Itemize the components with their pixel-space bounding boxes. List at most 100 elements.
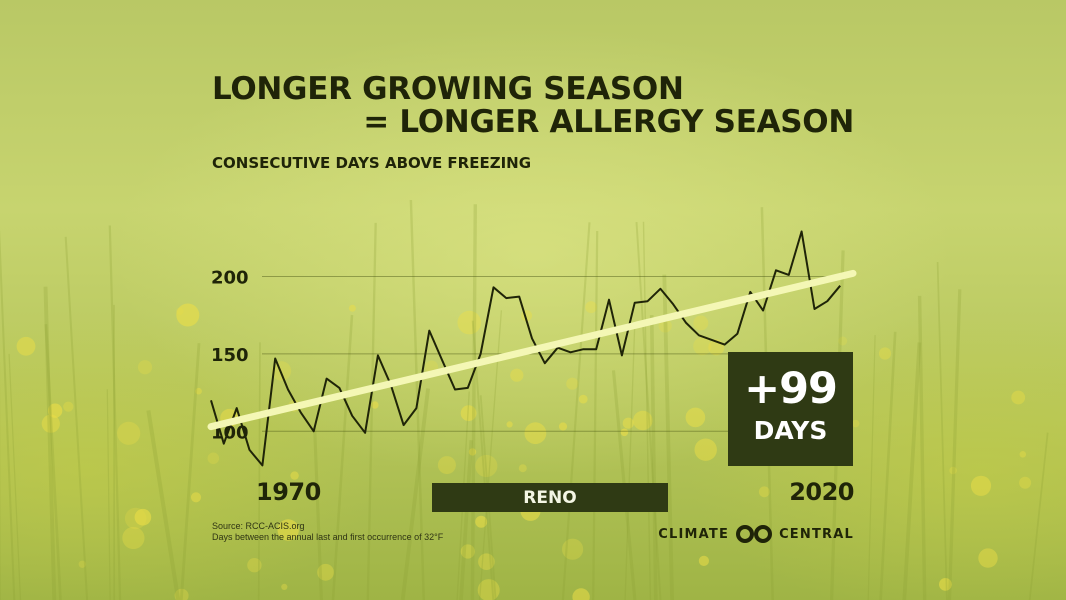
- flower-blob: [572, 588, 590, 600]
- location-label: RENO: [523, 487, 577, 508]
- grass-blade: [635, 222, 662, 600]
- grass-blade: [561, 222, 591, 600]
- flower-blob: [207, 452, 220, 465]
- flower-blob: [562, 538, 584, 560]
- flower-blob: [271, 361, 292, 381]
- grass-blade: [146, 410, 181, 600]
- flower-blob: [47, 403, 63, 418]
- grass-blade: [8, 353, 22, 600]
- change-unit: DAYS: [753, 416, 828, 445]
- series-line: [210, 230, 841, 467]
- grass-blade: [902, 342, 922, 600]
- flower-blob: [506, 421, 513, 428]
- flower-blob: [176, 307, 184, 315]
- grass-blade: [459, 440, 474, 600]
- source-note: Source: RCC-ACIS.org: [212, 521, 305, 531]
- location-bar: RENO: [432, 483, 668, 512]
- flower-blob: [685, 407, 706, 428]
- grass-blade: [624, 322, 636, 600]
- grass-blade: [257, 342, 261, 600]
- flower-blob: [1019, 451, 1027, 458]
- grass-blade: [43, 286, 57, 600]
- grass-blade: [917, 295, 927, 600]
- flower-blob: [633, 410, 653, 431]
- flower-blob: [878, 347, 892, 360]
- grass-blade: [331, 314, 354, 600]
- flower-blob: [122, 526, 145, 550]
- grass-blade: [879, 331, 897, 600]
- flower-blob: [477, 579, 500, 600]
- grass-blade: [947, 289, 962, 600]
- grass-blade: [936, 261, 948, 600]
- flower-blob: [566, 377, 579, 390]
- flower-blob: [317, 563, 334, 581]
- change-box: +99 DAYS: [728, 352, 853, 466]
- flower-blob: [518, 464, 527, 473]
- change-value: +99: [744, 364, 838, 414]
- flower-blob: [41, 414, 60, 433]
- grass-blade: [179, 343, 201, 600]
- trend-line: [207, 269, 857, 431]
- grass-blade: [470, 204, 477, 600]
- flower-blob: [585, 301, 597, 314]
- climate-central-logo-icon: [736, 525, 773, 543]
- flower-blob: [658, 319, 672, 333]
- flower-blob: [838, 336, 848, 346]
- grass-blade: [313, 426, 323, 600]
- flower-blob: [190, 492, 202, 503]
- flower-blob: [371, 401, 379, 409]
- flower-blob: [468, 448, 477, 456]
- climate-central-logo: CLIMATE CENTRAL: [658, 524, 854, 544]
- grass-blade: [64, 236, 89, 600]
- flower-blob: [620, 428, 629, 437]
- title-line-2: = LONGER ALLERGY SEASON: [363, 104, 854, 140]
- y-tick-label-150: 150: [211, 345, 249, 366]
- flower-blob: [478, 553, 495, 570]
- logo-word-central: CENTRAL: [779, 526, 854, 542]
- flower-blob: [578, 394, 588, 404]
- grass-blade: [592, 230, 599, 600]
- grass-blade: [662, 274, 674, 600]
- grass-blade: [400, 388, 430, 600]
- flower-blob: [134, 508, 152, 526]
- flower-blob: [437, 456, 456, 475]
- grass-blade: [649, 315, 658, 600]
- flower-blob: [137, 360, 153, 375]
- flower-blob: [1019, 476, 1032, 489]
- trend-group: [207, 269, 857, 431]
- flower-blob: [939, 578, 952, 591]
- grass-blade: [44, 324, 62, 600]
- flower-blob: [290, 471, 299, 480]
- flower-blob: [1011, 390, 1026, 405]
- flower-blob: [978, 548, 998, 568]
- flower-blob: [348, 304, 356, 312]
- flower-blob: [698, 555, 710, 567]
- flower-blob: [851, 419, 860, 428]
- logo-word-climate: CLIMATE: [658, 526, 730, 542]
- title-line-1: LONGER GROWING SEASON: [212, 71, 684, 107]
- flower-blob: [460, 544, 475, 559]
- chart-subtitle: CONSECUTIVE DAYS ABOVE FREEZING: [212, 154, 532, 172]
- flower-blob: [281, 583, 288, 591]
- grass-blade: [867, 335, 876, 600]
- flower-blob: [694, 438, 717, 461]
- grass-blade: [642, 221, 652, 600]
- x-axis-start-label: 1970: [256, 478, 321, 506]
- flower-blob: [510, 368, 524, 382]
- grass-blade: [0, 230, 16, 600]
- flower-blob: [970, 475, 992, 496]
- grass-blade: [108, 225, 122, 600]
- flower-blob: [117, 421, 141, 445]
- grass-blade: [106, 389, 111, 600]
- flower-blob: [457, 310, 482, 335]
- flower-blob: [693, 337, 712, 356]
- flower-blob: [176, 303, 200, 327]
- flower-blob: [524, 422, 547, 445]
- flower-blob: [277, 519, 299, 541]
- grass-blade: [366, 222, 377, 600]
- definition-note: Days between the annual last and first o…: [212, 532, 444, 542]
- flower-blob: [622, 417, 634, 429]
- flower-blob: [460, 405, 477, 422]
